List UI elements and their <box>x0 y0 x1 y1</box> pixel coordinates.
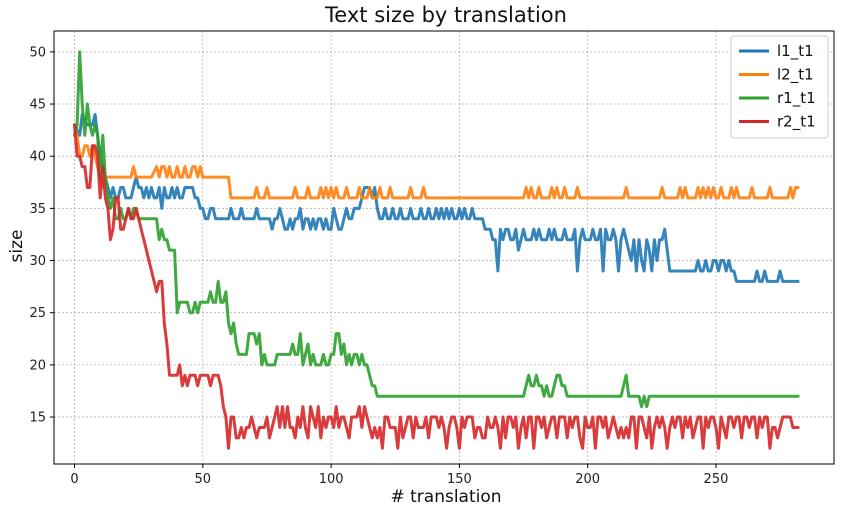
grid <box>54 31 834 464</box>
y-tick-label: 30 <box>29 254 46 269</box>
chart-title: Text size by translation <box>324 3 567 27</box>
y-tick-label: 45 <box>29 98 46 113</box>
axis-ticks: 0 50 100 150 200 250 15 20 25 30 35 40 45 50 <box>29 45 728 487</box>
legend-box <box>730 35 829 139</box>
y-tick-label: 25 <box>29 306 46 321</box>
y-tick-label: 50 <box>29 45 46 60</box>
y-tick-label: 35 <box>29 202 46 217</box>
legend: l1_t1 l2_t1 r1_t1 r2_t1 <box>730 35 829 139</box>
legend-label-r1_t1: r1_t1 <box>777 89 816 108</box>
y-tick-label: 40 <box>29 150 46 165</box>
series-line-l1_t1 <box>73 113 800 283</box>
legend-label-l2_t1: l2_t1 <box>777 66 814 85</box>
x-tick-label: 50 <box>195 472 212 487</box>
x-tick-label: 100 <box>319 472 344 487</box>
legend-label-l1_t1: l1_t1 <box>777 42 814 61</box>
series-line-r2_t1 <box>73 123 800 450</box>
series-lines <box>73 50 800 450</box>
x-tick-label: 250 <box>704 472 729 487</box>
y-tick-label: 15 <box>29 411 46 426</box>
y-axis-title: size <box>7 230 27 263</box>
series-line-r1_t1 <box>73 50 800 409</box>
series-line-l2_t1 <box>73 123 800 200</box>
x-tick-label: 0 <box>70 472 78 487</box>
plot-frame <box>53 30 835 465</box>
legend-label-r2_t1: r2_t1 <box>777 113 816 132</box>
x-tick-label: 200 <box>575 472 600 487</box>
x-axis-title: # translation <box>390 487 501 507</box>
x-tick-label: 150 <box>447 472 472 487</box>
y-tick-label: 20 <box>29 358 46 373</box>
